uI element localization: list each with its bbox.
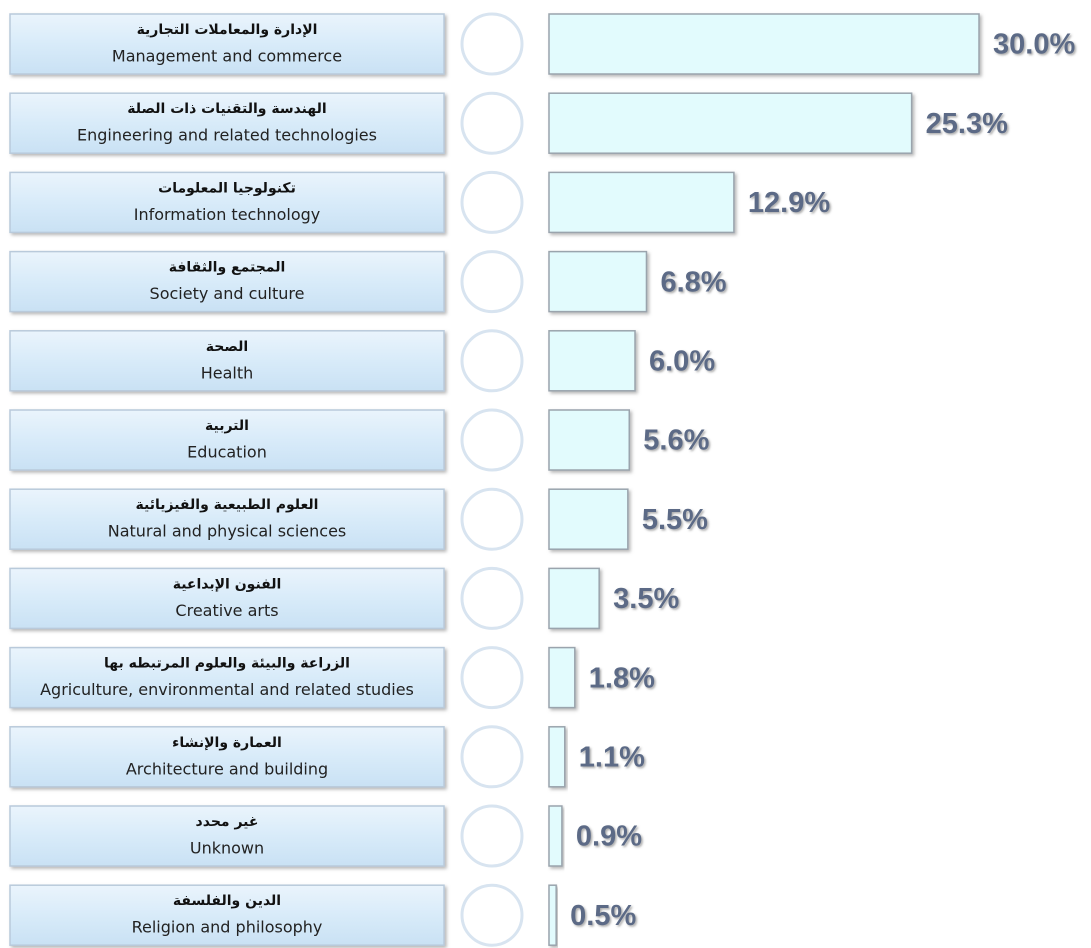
category-icon <box>460 566 524 630</box>
category-box <box>9 884 445 946</box>
category-label-ar: المجتمع والثقافة <box>169 260 286 276</box>
category-box <box>9 250 445 313</box>
category-icon <box>460 487 524 551</box>
bar <box>548 726 566 788</box>
category-box <box>9 805 445 867</box>
value-label: 3.5% <box>613 583 679 615</box>
category-box <box>9 92 445 154</box>
value-label: 0.5% <box>570 900 636 932</box>
category-label-ar: العمارة والإنشاء <box>172 735 282 751</box>
value-label: 0.9% <box>576 821 642 853</box>
category-icon <box>460 804 524 868</box>
value-label: 1.8% <box>589 662 655 694</box>
category-icon <box>460 170 524 234</box>
category-label-ar: الزراعة والبيئة والعلوم المرتبطه بها <box>104 656 350 672</box>
value-label: 5.6% <box>643 425 709 457</box>
category-icon <box>460 91 524 155</box>
category-label: Creative arts <box>175 601 278 620</box>
category-label-ar: الهندسة والتقنيات ذات الصلة <box>127 101 326 117</box>
category-label-ar: الإدارة والمعاملات التجارية <box>137 22 318 38</box>
category-box <box>9 330 445 392</box>
category-icon <box>460 329 524 393</box>
category-box <box>9 646 445 709</box>
bar <box>548 409 631 471</box>
category-label: Health <box>201 363 254 382</box>
bar <box>548 646 576 709</box>
bar <box>548 567 600 630</box>
category-label-ar: الفنون الإبداعية <box>173 576 282 592</box>
bar <box>548 92 913 154</box>
category-box <box>9 726 445 788</box>
category-label: Engineering and related technologies <box>77 126 377 145</box>
category-label: Religion and philosophy <box>132 918 323 937</box>
category-box <box>9 488 445 550</box>
category-label-ar: التربية <box>205 418 249 434</box>
bar <box>548 250 648 313</box>
category-icon <box>460 725 524 789</box>
category-icon <box>460 646 524 710</box>
value-label: 5.5% <box>642 504 708 536</box>
value-label: 6.0% <box>649 345 715 377</box>
category-label: Education <box>187 443 267 462</box>
category-icon <box>460 883 524 947</box>
category-box <box>9 13 445 75</box>
bar <box>548 13 980 75</box>
value-label: 12.9% <box>748 187 830 219</box>
category-icon <box>460 250 524 314</box>
category-box <box>9 409 445 471</box>
category-icon <box>460 408 524 472</box>
category-label-ar: الصحة <box>206 339 248 355</box>
bar <box>548 171 735 234</box>
category-label: Agriculture, environmental and related s… <box>40 680 414 699</box>
category-label: Architecture and building <box>126 759 328 778</box>
category-icon <box>460 12 524 76</box>
bar <box>548 330 636 392</box>
bar <box>548 805 563 867</box>
category-label-ar: الدين والفلسفة <box>173 893 281 909</box>
category-box <box>9 567 445 630</box>
category-label: Natural and physical sciences <box>108 522 347 541</box>
bar <box>548 488 629 550</box>
category-box <box>9 171 445 234</box>
category-label-ar: تكنولوجيا المعلومات <box>158 180 296 196</box>
value-label: 6.8% <box>660 266 726 298</box>
value-label: 25.3% <box>926 108 1008 140</box>
value-label: 1.1% <box>579 741 645 773</box>
bar <box>548 884 557 946</box>
category-label: Information technology <box>134 205 321 224</box>
category-label: Unknown <box>190 839 264 858</box>
category-label: Society and culture <box>150 284 305 303</box>
category-label-ar: غير محدد <box>196 814 259 830</box>
value-label: 30.0% <box>993 29 1075 61</box>
category-label-ar: العلوم الطبيعية والفيزيائية <box>136 497 319 513</box>
category-label: Management and commerce <box>112 47 342 66</box>
